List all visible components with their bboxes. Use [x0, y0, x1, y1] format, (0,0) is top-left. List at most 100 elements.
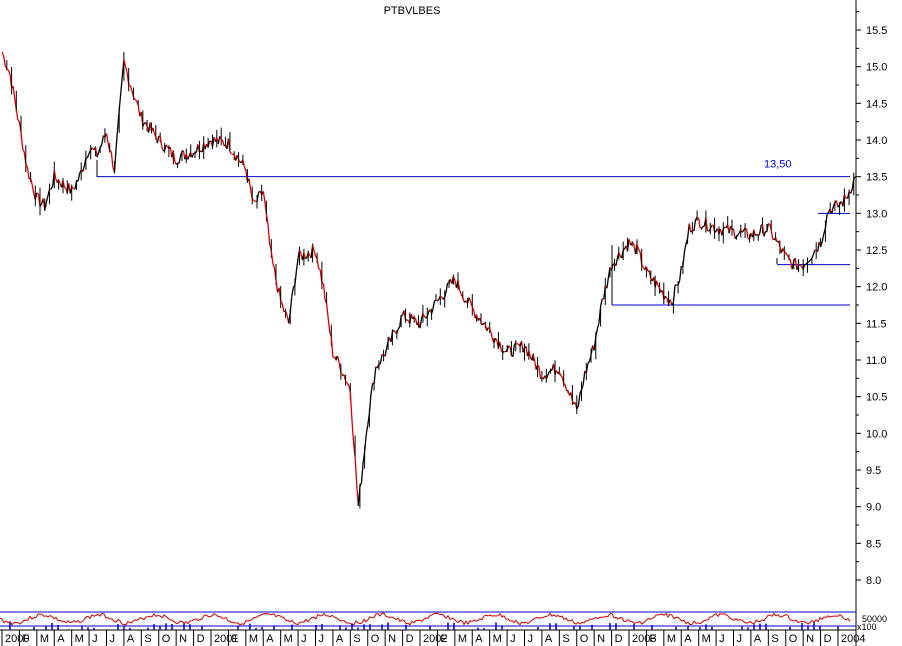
price-segment — [39, 203, 43, 207]
price-segment — [229, 150, 232, 154]
price-segment — [113, 148, 117, 173]
price-segment — [71, 185, 74, 190]
price-segment — [307, 252, 311, 256]
price-segment — [853, 176, 856, 179]
price-segment — [545, 375, 549, 379]
price-segment — [379, 354, 383, 364]
price-segment — [698, 218, 701, 228]
y-tick-label: 8.0 — [866, 575, 881, 587]
price-segment — [20, 132, 24, 149]
x-tick-label: J — [737, 633, 743, 645]
price-segment — [393, 329, 396, 333]
x-tick-label: O — [371, 633, 380, 645]
x-tick-label: J — [528, 633, 534, 645]
price-segment — [7, 70, 11, 75]
price-segment — [120, 75, 123, 93]
x-tick-label: A — [266, 633, 274, 645]
y-tick-label: 8.5 — [866, 538, 881, 550]
price-segment — [811, 254, 814, 259]
x-tick-label: F — [22, 633, 29, 645]
price-segment — [178, 155, 182, 164]
price-segment — [207, 141, 211, 148]
y-tick-label: 12.5 — [866, 245, 887, 257]
price-segment — [6, 68, 9, 71]
x-tick-label: 2000 — [5, 633, 29, 645]
x-tick-label: S — [771, 633, 778, 645]
price-segment — [645, 266, 649, 272]
price-segment — [537, 364, 540, 368]
price-segment — [44, 202, 48, 211]
price-segment — [256, 192, 260, 202]
y-tick-label: 9.5 — [866, 465, 881, 477]
price-segment — [303, 252, 306, 259]
price-segment — [452, 276, 456, 281]
price-segment — [744, 227, 748, 230]
price-segment — [291, 287, 295, 297]
price-segment — [475, 314, 479, 321]
price-segment — [156, 135, 160, 144]
price-segment — [368, 395, 372, 414]
price-segment — [161, 146, 164, 152]
price-segment — [515, 342, 518, 345]
price-segment — [696, 216, 700, 220]
price-segment — [587, 360, 591, 364]
price-segment — [86, 153, 90, 158]
price-segment — [94, 147, 98, 158]
price-segment — [807, 261, 810, 264]
price-segment — [313, 250, 317, 257]
price-segment — [484, 324, 488, 331]
price-segment — [191, 152, 195, 158]
price-segment — [471, 306, 475, 311]
x-tick-label: A — [684, 633, 692, 645]
price-segment — [321, 282, 324, 285]
price-segment — [50, 185, 54, 190]
y-tick-label: 14.0 — [866, 135, 887, 147]
price-segment — [430, 308, 434, 314]
price-segment — [669, 299, 673, 305]
price-segment — [265, 213, 269, 226]
price-segment — [422, 313, 425, 317]
price-segment — [275, 280, 279, 293]
x-tick-label: F — [649, 633, 656, 645]
price-segment — [34, 192, 38, 200]
price-segment — [506, 345, 510, 351]
price-segment — [445, 282, 449, 293]
price-segment — [330, 337, 334, 357]
price-segment — [316, 258, 320, 269]
x-tick-label: F — [440, 633, 447, 645]
price-segment — [688, 223, 692, 233]
price-segment — [359, 482, 363, 487]
price-segment — [638, 249, 641, 253]
price-segment — [538, 366, 542, 379]
price-segment — [221, 140, 225, 146]
price-segment — [457, 279, 461, 291]
price-segment — [26, 167, 30, 179]
price-segment — [772, 238, 775, 241]
price-segment — [707, 230, 710, 232]
x-tick-label: M — [75, 633, 84, 645]
price-segment — [325, 303, 329, 319]
x-tick-label: J — [719, 633, 725, 645]
price-segment — [610, 264, 614, 271]
x-tick-label: A — [754, 633, 762, 645]
price-segment — [110, 151, 114, 167]
price-segment — [101, 135, 105, 145]
price-segment — [628, 238, 632, 246]
price-segment — [159, 136, 163, 147]
y-tick-label: 15.5 — [866, 25, 887, 37]
price-segment — [17, 119, 20, 123]
price-segment — [406, 319, 409, 322]
price-segment — [499, 341, 502, 351]
price-segment — [134, 99, 137, 102]
price-segment — [272, 262, 276, 268]
x-tick-label: D — [615, 633, 623, 645]
price-segment — [702, 225, 705, 228]
price-segment — [142, 123, 145, 127]
price-segment — [22, 148, 25, 153]
price-segment — [516, 343, 519, 346]
price-segment — [757, 233, 761, 237]
price-segment — [520, 341, 524, 353]
x-tick-label: A — [545, 633, 553, 645]
price-segment — [732, 228, 736, 239]
x-tick-label: F — [231, 633, 238, 645]
